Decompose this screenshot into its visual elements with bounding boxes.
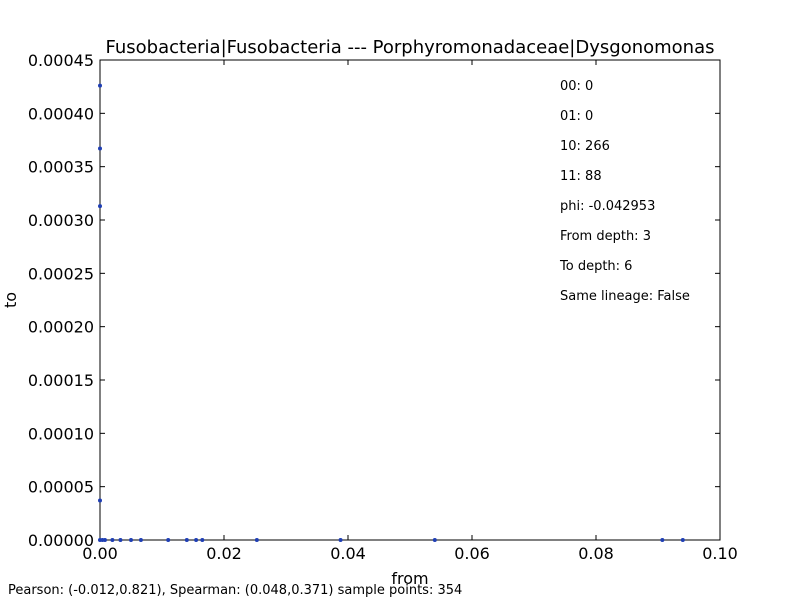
data-point (98, 83, 102, 88)
chart-title: Fusobacteria|Fusobacteria --- Porphyromo… (106, 37, 715, 58)
data-point (98, 498, 102, 503)
annotation-line: 00: 0 (560, 79, 593, 94)
annotation-line: phi: -0.042953 (560, 199, 655, 214)
y-tick-label: 0.00000 (28, 531, 94, 550)
annotation-line: 10: 266 (560, 139, 610, 154)
x-tick-label: 0.04 (330, 544, 366, 563)
annotation-block: 00: 0 01: 0 10: 266 11: 88 phi: -0.042953 Fro… (559, 79, 690, 304)
data-point (184, 538, 189, 542)
x-tick-label: 0.02 (206, 544, 242, 563)
data-point (432, 538, 437, 542)
plot-area (99, 59, 721, 541)
y-tick-label: 0.00045 (28, 51, 94, 70)
y-tick-label: 0.00030 (28, 211, 94, 230)
y-tick-label: 0.00025 (28, 264, 94, 283)
y-tick-label: 0.00005 (28, 478, 94, 497)
data-point (200, 538, 205, 542)
data-point (680, 538, 685, 542)
data-point (98, 204, 102, 209)
annotation-line: 01: 0 (560, 109, 593, 124)
x-tick-label: 0.08 (578, 544, 614, 563)
data-point (102, 538, 107, 542)
annotation-line: To depth: 6 (559, 259, 632, 274)
y-tick-label: 0.00020 (28, 318, 94, 337)
data-point (138, 538, 143, 542)
data-points (98, 83, 685, 542)
data-point (110, 538, 115, 542)
stats-footer: Pearson: (-0.012,0.821), Spearman: (0.04… (8, 583, 462, 598)
annotation-line: Same lineage: False (560, 289, 690, 304)
annotation-line: 11: 88 (560, 169, 602, 184)
y-tick-label: 0.00015 (28, 371, 94, 390)
data-point (129, 538, 133, 542)
data-point (118, 538, 123, 542)
y-tick-label: 0.00040 (28, 104, 94, 123)
y-tick-label: 0.00035 (28, 158, 94, 177)
x-tick-label: 0.06 (454, 544, 490, 563)
data-point (166, 538, 171, 542)
axis-ticks: 0.00 0.02 0.04 0.06 0.08 0.10 0.00000 0.00005 0.… (28, 51, 738, 563)
data-point (194, 538, 199, 542)
x-tick-label: 0.10 (702, 544, 738, 563)
data-point (338, 538, 343, 542)
y-axis-label: to (1, 292, 20, 308)
data-point (98, 146, 102, 151)
data-point (660, 538, 665, 542)
data-point (254, 538, 259, 542)
y-tick-label: 0.00010 (28, 424, 94, 443)
annotation-line: From depth: 3 (560, 229, 651, 244)
x-tick-label: 0.00 (82, 544, 118, 563)
x-axis-label: from (391, 569, 428, 588)
